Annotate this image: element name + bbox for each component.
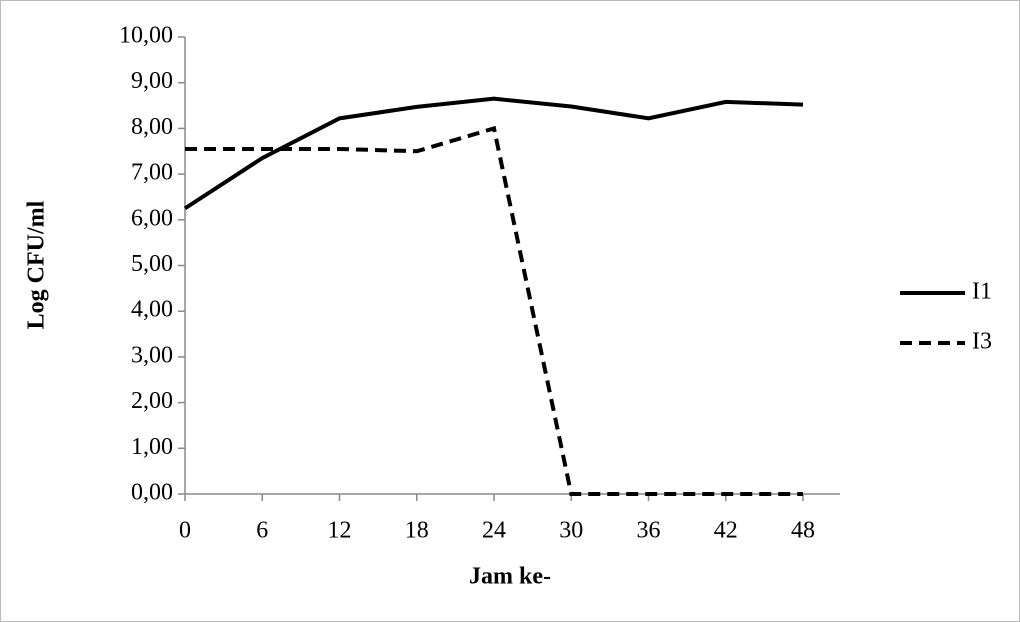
y-tick-label: 4,00	[131, 297, 173, 323]
legend-label: I1	[972, 279, 992, 305]
x-tick-label: 24	[482, 518, 506, 544]
x-tick-label: 42	[714, 518, 738, 544]
x-tick-label: 48	[791, 518, 815, 544]
y-tick-label: 9,00	[131, 68, 173, 94]
y-tick-label: 3,00	[131, 342, 173, 368]
series-line	[185, 125, 803, 496]
y-tick-label: 1,00	[131, 434, 173, 460]
y-tick-label: 5,00	[131, 251, 173, 277]
x-tick-label: 30	[559, 518, 583, 544]
series-line	[183, 96, 804, 211]
y-tick-label: 2,00	[131, 388, 173, 414]
y-tick-label: 10,00	[119, 23, 173, 49]
y-tick-label: 8,00	[131, 114, 173, 140]
x-axis-title: Jam ke-	[469, 564, 551, 590]
x-tick-label: 0	[179, 518, 191, 544]
x-tick-label: 36	[637, 518, 661, 544]
x-tick-label: 6	[256, 518, 268, 544]
y-tick-label: 7,00	[131, 160, 173, 186]
y-tick-label: 0,00	[131, 480, 173, 506]
legend-label: I3	[972, 329, 992, 355]
y-tick-label: 6,00	[131, 205, 173, 231]
y-axis-title: Log CFU/ml	[24, 200, 50, 329]
x-tick-label: 12	[328, 518, 352, 544]
x-tick-label: 18	[405, 518, 429, 544]
